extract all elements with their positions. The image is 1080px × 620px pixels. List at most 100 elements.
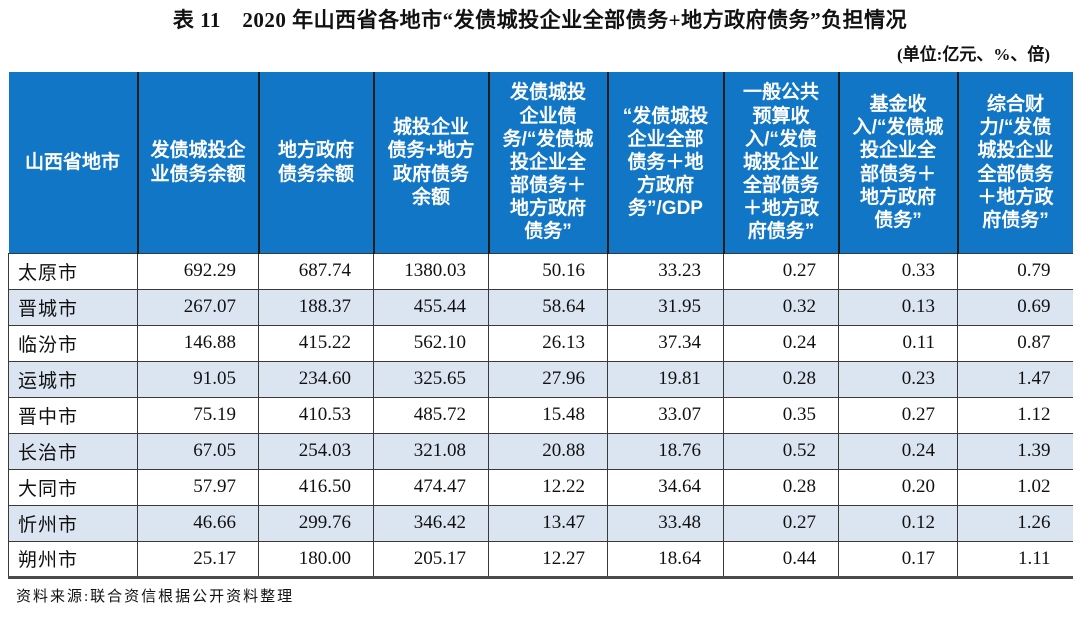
value-cell: 692.29 (137, 252, 259, 290)
city-cell: 朔州市 (8, 540, 138, 578)
header-cell: 城投企业债务+地方政府债务余额 (373, 72, 490, 254)
city-cell: 临汾市 (8, 324, 138, 362)
city-cell: 长治市 (8, 432, 138, 470)
value-cell: 205.17 (373, 540, 489, 578)
value-cell: 67.05 (137, 432, 259, 470)
value-cell: 31.95 (607, 288, 724, 326)
value-cell: 485.72 (373, 396, 489, 434)
value-cell: 1.12 (957, 396, 1073, 434)
table-row: 长治市 67.05 254.03 321.08 20.88 18.76 0.52 0.24 1.… (8, 432, 1073, 470)
value-cell: 0.20 (838, 468, 958, 506)
value-cell: 0.79 (957, 252, 1073, 290)
value-cell: 37.34 (607, 324, 724, 362)
value-cell: 58.64 (488, 288, 608, 326)
value-cell: 0.27 (723, 252, 839, 290)
value-cell: 33.23 (607, 252, 724, 290)
value-cell: 75.19 (137, 396, 259, 434)
table-title: 表 11 2020 年山西省各地市“发债城投企业全部债务+地方政府债务”负担情况 (172, 8, 908, 32)
value-cell: 0.32 (723, 288, 839, 326)
city-cell: 忻州市 (8, 504, 138, 542)
value-cell: 0.24 (723, 324, 839, 362)
value-cell: 416.50 (258, 468, 374, 506)
value-cell: 0.28 (723, 360, 839, 398)
value-cell: 1.11 (957, 540, 1073, 578)
value-cell: 19.81 (607, 360, 724, 398)
city-cell: 大同市 (8, 468, 138, 506)
value-cell: 455.44 (373, 288, 489, 326)
table-header: 山西省地市 发债城投企业债务余额 地方政府债务余额 城投企业债务+地方政府债务余额 发债… (8, 72, 1073, 254)
value-cell: 1.26 (957, 504, 1073, 542)
header-cell: “发债城投企业全部债务＋地方政府务”/GDP (607, 72, 725, 254)
value-cell: 234.60 (258, 360, 374, 398)
header-cell: 一般公共预算收入/“发债城投企业全部债务＋地方政府债务” (723, 72, 840, 254)
table-row: 忻州市 46.66 299.76 346.42 13.47 33.48 0.27 0.12 1.… (8, 504, 1073, 542)
header-cell: 综合财力/“发债城投企业全部债务＋地方政府债务” (957, 72, 1073, 254)
table-row: 太原市 692.29 687.74 1380.03 50.16 33.23 0.27 0.33… (8, 252, 1073, 290)
value-cell: 25.17 (137, 540, 259, 578)
value-cell: 254.03 (258, 432, 374, 470)
value-cell: 325.65 (373, 360, 489, 398)
value-cell: 0.12 (838, 504, 958, 542)
value-cell: 15.48 (488, 396, 608, 434)
value-cell: 50.16 (488, 252, 608, 290)
value-cell: 180.00 (258, 540, 374, 578)
value-cell: 1.39 (957, 432, 1073, 470)
header-cell: 发债城投企业债务余额 (137, 72, 260, 254)
table-row: 晋城市 267.07 188.37 455.44 58.64 31.95 0.32 0.13 0… (8, 288, 1073, 326)
value-cell: 321.08 (373, 432, 489, 470)
value-cell: 0.24 (838, 432, 958, 470)
header-cell: 基金收入/“发债城投企业全部债务＋地方政府债务” (838, 72, 959, 254)
value-cell: 687.74 (258, 252, 374, 290)
value-cell: 12.27 (488, 540, 608, 578)
value-cell: 0.52 (723, 432, 839, 470)
value-cell: 410.53 (258, 396, 374, 434)
value-cell: 12.22 (488, 468, 608, 506)
value-cell: 346.42 (373, 504, 489, 542)
value-cell: 1.02 (957, 468, 1073, 506)
value-cell: 474.47 (373, 468, 489, 506)
value-cell: 299.76 (258, 504, 374, 542)
value-cell: 0.87 (957, 324, 1073, 362)
value-cell: 20.88 (488, 432, 608, 470)
value-cell: 33.07 (607, 396, 724, 434)
value-cell: 415.22 (258, 324, 374, 362)
value-cell: 0.27 (838, 396, 958, 434)
value-cell: 27.96 (488, 360, 608, 398)
value-cell: 0.44 (723, 540, 839, 578)
source-note: 资料来源:联合资信根据公开资料整理 (16, 588, 295, 605)
table-row: 临汾市 146.88 415.22 562.10 26.13 37.34 0.24 0.11 0… (8, 324, 1073, 362)
value-cell: 26.13 (488, 324, 608, 362)
value-cell: 91.05 (137, 360, 259, 398)
header-cell: 地方政府债务余额 (258, 72, 375, 254)
value-cell: 46.66 (137, 504, 259, 542)
value-cell: 0.33 (838, 252, 958, 290)
value-cell: 562.10 (373, 324, 489, 362)
value-cell: 13.47 (488, 504, 608, 542)
table-row: 运城市 91.05 234.60 325.65 27.96 19.81 0.28 0.23 1.… (8, 360, 1073, 398)
city-cell: 晋中市 (8, 396, 138, 434)
table-row: 朔州市 25.17 180.00 205.17 12.27 18.64 0.44 0.17 1.… (8, 540, 1073, 578)
header-row: 山西省地市 发债城投企业债务余额 地方政府债务余额 城投企业债务+地方政府债务余额 发债… (8, 72, 1073, 254)
value-cell: 57.97 (137, 468, 259, 506)
value-cell: 267.07 (137, 288, 259, 326)
city-cell: 晋城市 (8, 288, 138, 326)
value-cell: 0.23 (838, 360, 958, 398)
value-cell: 0.11 (838, 324, 958, 362)
value-cell: 0.69 (957, 288, 1073, 326)
value-cell: 34.64 (607, 468, 724, 506)
value-cell: 1380.03 (373, 252, 489, 290)
city-cell: 太原市 (8, 252, 138, 290)
value-cell: 1.47 (957, 360, 1073, 398)
value-cell: 188.37 (258, 288, 374, 326)
value-cell: 0.28 (723, 468, 839, 506)
value-cell: 0.17 (838, 540, 958, 578)
city-cell: 运城市 (8, 360, 138, 398)
table-body: 太原市 692.29 687.74 1380.03 50.16 33.23 0.27 0.33… (8, 252, 1073, 578)
value-cell: 0.35 (723, 396, 839, 434)
units-note: (单位:亿元、%、倍) (897, 45, 1050, 65)
value-cell: 146.88 (137, 324, 259, 362)
value-cell: 0.13 (838, 288, 958, 326)
value-cell: 0.27 (723, 504, 839, 542)
value-cell: 18.64 (607, 540, 724, 578)
